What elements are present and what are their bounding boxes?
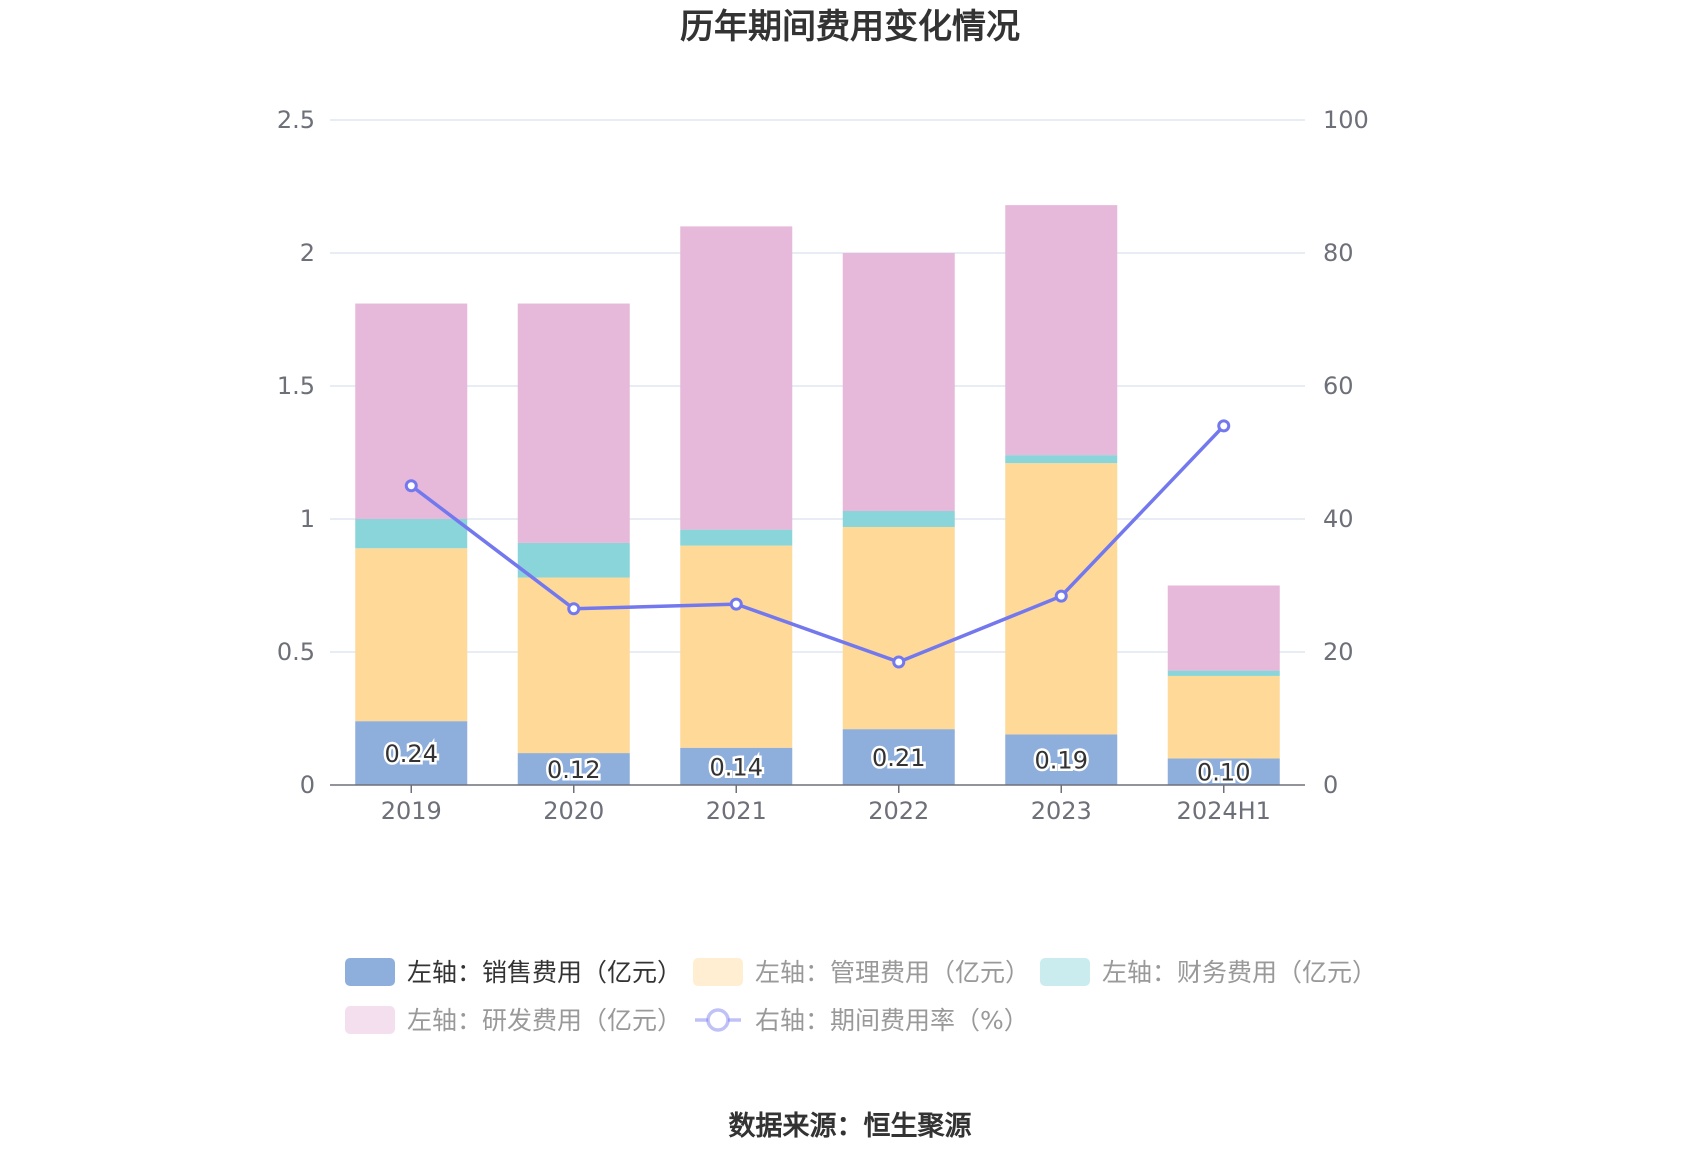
bar-value-label: 0.24 (385, 740, 438, 768)
bar-value-label: 0.10 (1197, 759, 1250, 787)
left-tick-label: 0.5 (277, 638, 315, 666)
rate-point (729, 597, 743, 611)
right-axis-ticks: 0 20 40 60 80 100 (1323, 106, 1369, 799)
bars (355, 205, 1280, 785)
bar-value-label: 0.12 (547, 756, 600, 784)
bar-segment (680, 529, 793, 546)
left-tick-label: 1 (300, 505, 315, 533)
legend-item: 左轴：销售费用（亿元） (345, 958, 682, 987)
bar-segment (517, 542, 630, 578)
right-tick-label: 60 (1323, 372, 1354, 400)
left-tick-label: 2.5 (277, 106, 315, 134)
bar-segment (355, 519, 468, 549)
rate-line-layer (404, 419, 1231, 669)
legend-label: 左轴：财务费用（亿元） (1102, 958, 1377, 987)
left-tick-label: 1.5 (277, 372, 315, 400)
x-tick-label: 2023 (1031, 797, 1092, 825)
bar-segment (1005, 205, 1118, 456)
legend-item: 右轴：期间费用率（%） (695, 1006, 1029, 1035)
source-note: 数据来源：恒生聚源 (729, 1111, 972, 1142)
x-tick-label: 2024H1 (1177, 797, 1271, 825)
rate-point (404, 479, 418, 493)
rate-point (892, 655, 906, 669)
bar-segment (842, 729, 955, 785)
bar-segment (1005, 455, 1118, 464)
bar-segment (1167, 675, 1280, 759)
bar-segment (1005, 734, 1118, 785)
bar-value-label: 0.14 (710, 753, 763, 781)
x-tick-label: 2019 (381, 797, 442, 825)
left-tick-label: 2 (300, 239, 315, 267)
x-tick-label: 2021 (706, 797, 767, 825)
bar-segment (1167, 585, 1280, 671)
legend-swatch (345, 958, 395, 986)
left-axis-ticks: 0 0.5 1 1.5 2 2.5 (277, 106, 315, 799)
legend-item: 左轴：研发费用（亿元） (345, 1006, 682, 1035)
legend-item: 左轴：管理费用（亿元） (693, 958, 1030, 987)
right-tick-label: 100 (1323, 106, 1369, 134)
bar-segment (517, 753, 630, 785)
legend-label: 右轴：期间费用率（%） (755, 1006, 1029, 1035)
bar-segment (1167, 758, 1280, 785)
bar-segment (355, 548, 468, 722)
legend: 左轴：销售费用（亿元） 左轴：管理费用（亿元） 左轴：财务费用（亿元） 左轴：研发费用… (345, 958, 1377, 1035)
legend-label: 左轴：销售费用（亿元） (407, 958, 682, 987)
legend-item: 左轴：财务费用（亿元） (1040, 958, 1377, 987)
gridlines (330, 119, 1305, 653)
x-tick-label: 2022 (868, 797, 929, 825)
bar-segment (1167, 670, 1280, 676)
bar-segment (680, 747, 793, 785)
right-tick-label: 80 (1323, 239, 1354, 267)
x-tick-label: 2020 (543, 797, 604, 825)
rate-point (1054, 589, 1068, 603)
bar-segment (680, 545, 793, 748)
bar-segment (842, 526, 955, 730)
right-tick-label: 20 (1323, 638, 1354, 666)
bar-segment (355, 721, 468, 785)
bar-segment (517, 303, 630, 543)
legend-swatch (345, 1006, 395, 1034)
bar-labels: 0.24 0.12 0.14 0.21 0.19 0.10 (382, 738, 1253, 790)
legend-label: 左轴：研发费用（亿元） (407, 1006, 682, 1035)
rate-line (410, 424, 1226, 664)
x-axis: 2019 2020 2021 2022 2023 2024H1 (330, 784, 1305, 825)
bar-segment (842, 253, 955, 512)
bar-segment (680, 226, 793, 530)
rate-point (1217, 419, 1231, 433)
chart-title: 历年期间费用变化情况 (680, 7, 1020, 47)
legend-marker (706, 1008, 730, 1032)
bar-segment (842, 511, 955, 527)
left-tick-label: 0 (300, 771, 315, 799)
right-tick-label: 40 (1323, 505, 1354, 533)
right-tick-label: 0 (1323, 771, 1338, 799)
legend-swatch (693, 958, 743, 986)
bar-value-label: 0.21 (872, 744, 925, 772)
rate-point (567, 602, 581, 616)
bar-value-label: 0.19 (1035, 747, 1088, 775)
legend-label: 左轴：管理费用（亿元） (755, 958, 1030, 987)
legend-swatch (1040, 958, 1090, 986)
